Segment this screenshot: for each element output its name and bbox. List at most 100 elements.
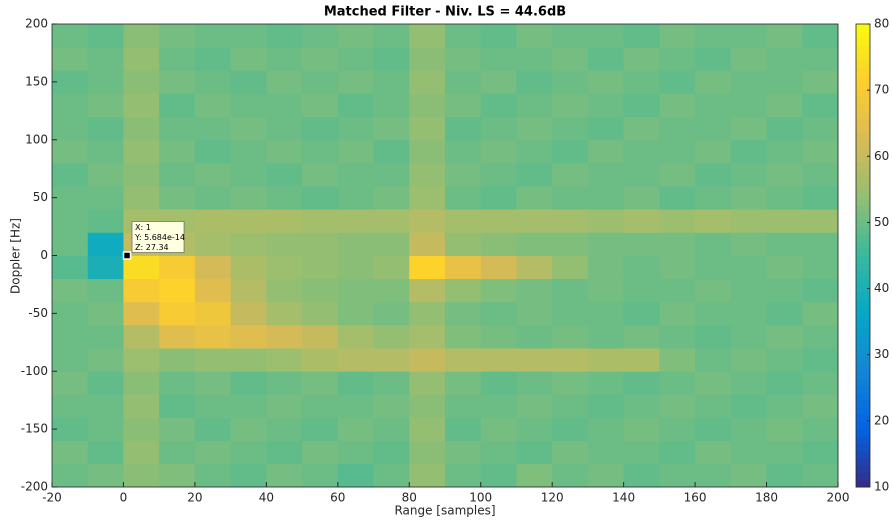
heatmap-cell [87, 93, 124, 117]
heatmap-cell [52, 47, 89, 71]
heatmap-cell [52, 70, 89, 94]
heatmap-cell [337, 139, 374, 164]
heatmap-cell [230, 93, 267, 117]
colorbar-tick-label: 60 [874, 149, 889, 163]
heatmap-cell [766, 232, 803, 256]
heatmap-cell [587, 209, 625, 233]
heatmap-cell [659, 209, 696, 233]
heatmap-cell [480, 394, 517, 418]
heatmap-cell [587, 301, 625, 326]
heatmap-cell [587, 440, 625, 465]
heatmap-cell [695, 162, 732, 187]
heatmap-cell [123, 93, 160, 117]
colorbar-swatch [856, 168, 870, 177]
heatmap-cell [623, 209, 660, 233]
heatmap-cell [266, 186, 303, 210]
heatmap-cell [445, 139, 482, 164]
colorbar-swatch [856, 335, 870, 343]
heatmap-cell [266, 348, 303, 372]
heatmap-cell [409, 70, 446, 94]
heatmap-cell [87, 209, 124, 233]
heatmap-cell [802, 232, 839, 256]
heatmap-cell [230, 255, 267, 280]
heatmap-cell [552, 348, 589, 372]
heatmap-cell [159, 139, 196, 164]
heatmap-cell [730, 463, 767, 488]
heatmap-cell [480, 324, 517, 349]
colorbar-swatch [856, 96, 870, 105]
colorbar-swatch [856, 291, 870, 300]
heatmap-cell [730, 255, 767, 280]
heatmap-cell [52, 417, 89, 442]
heatmap-cell [266, 463, 303, 488]
heatmap-cell [373, 139, 410, 164]
heatmap-cell [409, 440, 446, 465]
heatmap-cell [123, 162, 160, 187]
heatmap-cell [552, 394, 589, 418]
colorbar-swatch [856, 175, 870, 184]
heatmap-cell [480, 116, 517, 141]
colorbar-swatch [856, 81, 870, 90]
heatmap-cell [552, 93, 589, 117]
colorbar-swatch [856, 436, 870, 445]
heatmap-cell [695, 255, 732, 280]
heatmap-cell [230, 24, 267, 48]
heatmap-cell [445, 440, 482, 465]
heatmap-cell [730, 301, 767, 326]
y-tick-label: 0 [40, 248, 48, 262]
heatmap-cell [194, 417, 232, 442]
heatmap-cell [587, 348, 625, 372]
heatmap-cell [659, 371, 696, 395]
heatmap-cell [337, 24, 374, 48]
colorbar-tick-label: 10 [874, 480, 889, 494]
heatmap-cell [766, 24, 803, 48]
heatmap-cell [87, 232, 124, 256]
heatmap-cell [194, 463, 232, 488]
heatmap-cell [552, 47, 589, 71]
heatmap-cell [802, 417, 839, 442]
heatmap-cell [409, 324, 446, 349]
x-tick-label: 100 [469, 491, 492, 505]
heatmap-cell [230, 70, 267, 94]
heatmap-cell [730, 417, 767, 442]
heatmap-cell [337, 301, 374, 326]
heatmap-cell [587, 186, 625, 210]
heatmap-cell [659, 70, 696, 94]
heatmap-cell [123, 278, 160, 303]
datatip-box [131, 221, 185, 253]
heatmap-cell [516, 278, 553, 303]
heatmap-cell [337, 440, 374, 465]
heatmap-cell [480, 93, 517, 117]
heatmap-cell [802, 371, 839, 395]
x-tick-label: 0 [120, 491, 128, 505]
heatmap-cell [194, 324, 232, 349]
heatmap-cell [230, 348, 267, 372]
colorbar-swatch [856, 24, 870, 32]
colorbar-swatch [856, 371, 870, 379]
heatmap-cell [52, 278, 89, 303]
heatmap-cell [766, 417, 803, 442]
colorbar-swatch [856, 103, 870, 112]
heatmap-cell [802, 93, 839, 117]
heatmap-cell [766, 162, 803, 187]
heatmap-cell [659, 24, 696, 48]
heatmap-cell [516, 348, 553, 372]
heatmap-cell [230, 301, 267, 326]
heatmap-cell [373, 417, 410, 442]
colorbar-swatch [856, 154, 870, 162]
heatmap-cell [623, 139, 660, 164]
heatmap-cell [123, 24, 160, 48]
heatmap-cell [194, 348, 232, 372]
heatmap-cell [695, 47, 732, 71]
heatmap-cell [695, 70, 732, 94]
heatmap-cell [87, 47, 124, 71]
heatmap-cell [159, 348, 196, 372]
heatmap-cell [159, 47, 196, 71]
heatmap-cell [52, 232, 89, 256]
heatmap-cell [445, 394, 482, 418]
colorbar-swatch [856, 378, 870, 387]
heatmap-cell [445, 47, 482, 71]
heatmap-cell [623, 186, 660, 210]
heatmap-cell [587, 278, 625, 303]
heatmap-cell [480, 348, 517, 372]
